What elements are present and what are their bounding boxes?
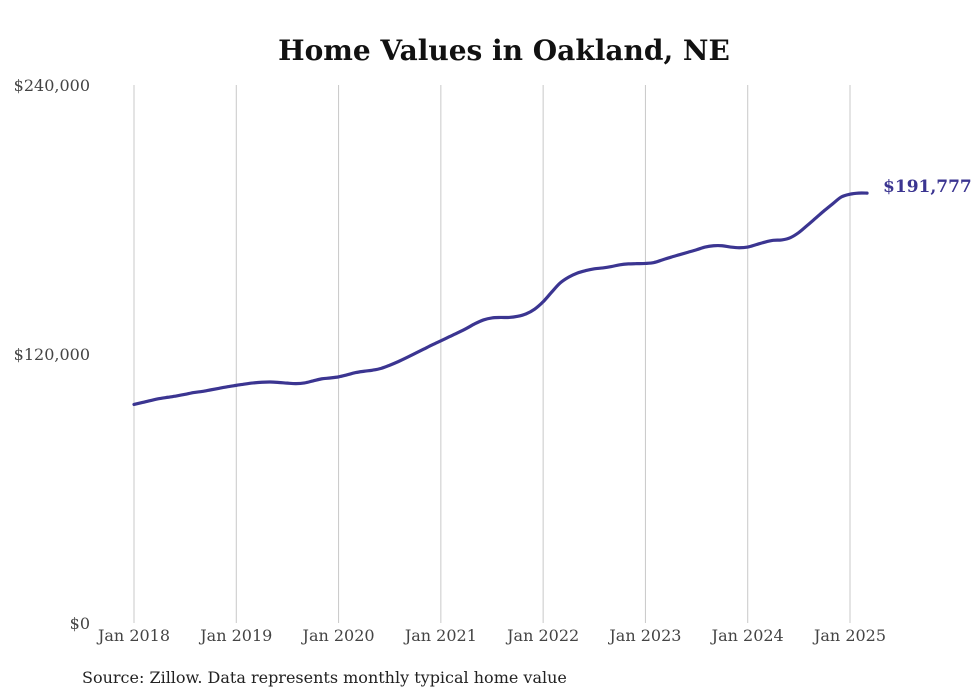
chart-title: Home Values in Oakland, NE — [278, 34, 730, 67]
x-tick-label: Jan 2023 — [607, 626, 681, 645]
x-tick-label: Jan 2022 — [505, 626, 579, 645]
x-tick-label: Jan 2024 — [710, 626, 784, 645]
line-chart: Home Values in Oakland, NE $0 $120,000 $24… — [14, 34, 972, 645]
x-tick-label: Jan 2018 — [96, 626, 170, 645]
source-note: Source: Zillow. Data represents monthly … — [82, 668, 567, 687]
y-axis: $0 $120,000 $240,000 — [14, 76, 90, 633]
x-tick-label: Jan 2020 — [301, 626, 375, 645]
gridlines — [133, 85, 851, 623]
y-tick-label: $240,000 — [14, 76, 90, 95]
x-axis: Jan 2018 Jan 2019 Jan 2020 Jan 2021 Jan 2022… — [96, 626, 886, 645]
end-value-label: $191,777 — [883, 177, 972, 197]
y-tick-label: $0 — [70, 614, 90, 633]
y-tick-label: $120,000 — [14, 345, 90, 364]
series-line-home-value — [132, 191, 869, 407]
x-tick-label: Jan 2021 — [403, 626, 477, 645]
x-tick-label: Jan 2025 — [812, 626, 886, 645]
x-tick-label: Jan 2019 — [198, 626, 272, 645]
